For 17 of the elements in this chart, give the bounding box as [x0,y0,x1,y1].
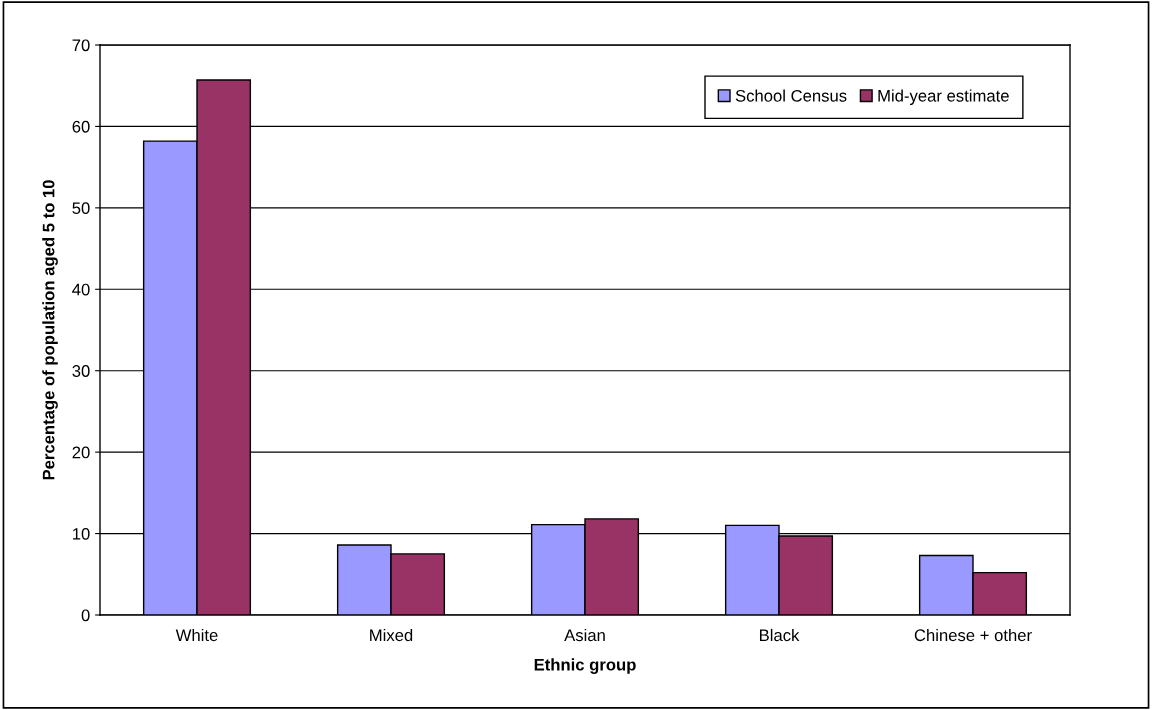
x-tick-label: White [175,628,218,642]
x-axis-title: Ethnic group [534,658,636,674]
x-tick-label: Asian [564,628,605,642]
y-tick-label: 0 [81,609,90,622]
x-tick-label: Black [759,628,800,642]
y-tick-label: 70 [72,39,90,52]
y-tick-label: 50 [72,202,90,215]
legend-label: School Census [735,89,847,102]
x-tick-label: Chinese + other [914,628,1032,642]
legend-label: Mid-year estimate [878,89,1009,105]
x-tick-label: Mixed [370,628,413,642]
y-tick-label: 30 [72,365,90,377]
y-tick-label: 40 [72,283,90,296]
y-tick-label: 60 [72,120,90,133]
y-tick-label: 20 [72,446,90,459]
y-axis-title: Percentage of population aged 5 to 10 [42,180,58,480]
y-tick-label: 10 [73,527,90,540]
